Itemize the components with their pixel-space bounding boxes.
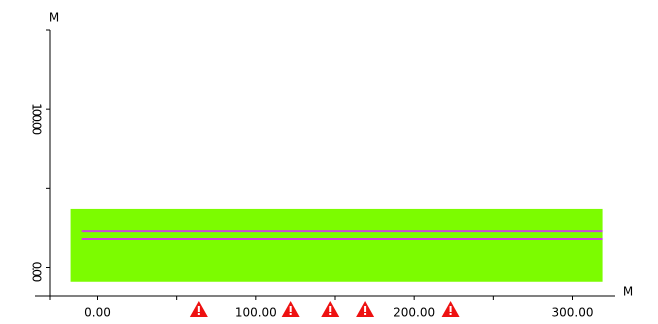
y-tick-label: 100.00 xyxy=(30,103,44,134)
warning-dot xyxy=(364,313,366,315)
warning-bang xyxy=(290,306,292,312)
warning-bang xyxy=(198,306,200,312)
warning-icon xyxy=(356,301,374,317)
x-tick-label: 300.00 xyxy=(552,306,594,320)
warning-bang xyxy=(329,306,331,312)
warning-dot xyxy=(329,313,331,315)
x-tick-label: 200.00 xyxy=(393,306,435,320)
warning-bang xyxy=(450,306,452,312)
warning-dot xyxy=(290,313,292,315)
warning-dot xyxy=(450,313,452,315)
x-tick-label: 100.00 xyxy=(235,306,277,320)
warning-dot xyxy=(198,313,200,315)
x-unit: M xyxy=(623,285,633,299)
y-tick-label: 0.00 xyxy=(30,262,44,282)
warning-icon xyxy=(282,301,300,317)
warning-icon xyxy=(442,301,460,317)
warning-icon xyxy=(190,301,208,317)
x-tick-label: 0.00 xyxy=(84,306,111,320)
warning-bang xyxy=(364,306,366,312)
warning-icon xyxy=(321,301,339,317)
chart: M M 0.00 100.00 200.00 300.00 0.00 100.00 xyxy=(0,0,658,324)
y-unit: M xyxy=(49,11,59,25)
band xyxy=(71,209,603,282)
